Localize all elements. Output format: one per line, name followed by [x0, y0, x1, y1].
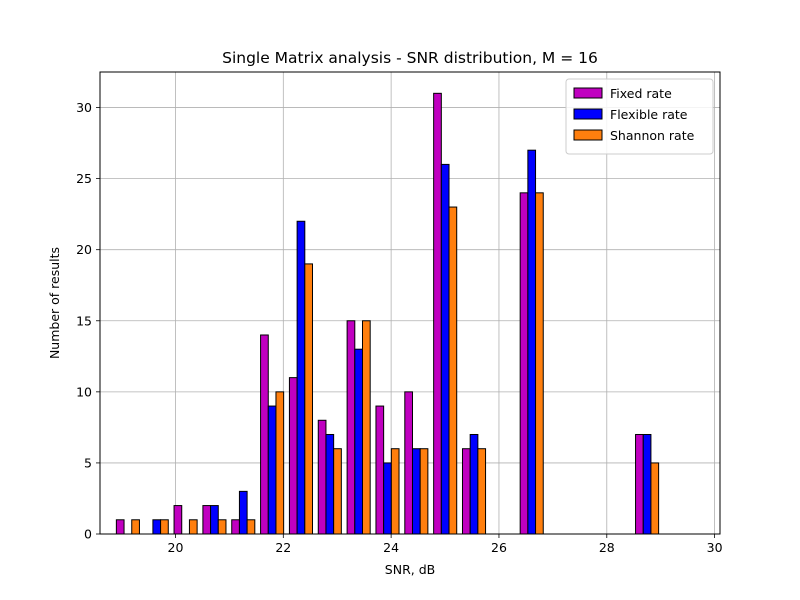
y-tick-label: 15: [76, 313, 92, 328]
bar-flexible-rate: [267, 405, 277, 535]
bar-fixed-rate: [115, 519, 125, 535]
bar-fixed-rate: [260, 334, 269, 535]
y-tick-label: 30: [76, 100, 92, 115]
bar-fixed-rate: [231, 519, 240, 535]
bar-flexible-rate: [152, 519, 162, 535]
bar-flexible-rate: [642, 433, 652, 535]
bar-fixed-rate: [404, 391, 413, 535]
plot-frame: [99, 71, 721, 535]
bar-shannon-rate: [333, 448, 342, 535]
legend-label: Flexible rate: [610, 107, 688, 122]
bar-shannon-rate: [304, 263, 313, 535]
bar-fixed-rate: [173, 505, 183, 535]
bar-shannon-rate: [477, 448, 487, 535]
bar-flexible-rate: [411, 448, 421, 535]
bar-flexible-rate: [325, 433, 335, 535]
x-tick-label: 26: [491, 540, 507, 555]
x-tick-label: 28: [599, 540, 615, 555]
bar-fixed-rate: [635, 433, 644, 535]
bar-flexible-rate: [354, 348, 363, 535]
legend-swatch: [573, 129, 603, 141]
y-tick-label: 10: [76, 384, 92, 399]
bar-fixed-rate: [461, 448, 471, 535]
bar-fixed-rate: [519, 192, 529, 535]
bar-fixed-rate: [202, 505, 212, 535]
bar-fixed-rate: [375, 405, 385, 535]
bar-shannon-rate: [246, 519, 256, 535]
x-tick-label: 20: [168, 540, 184, 555]
x-tick-label: 24: [383, 540, 399, 555]
axis-ticks: 20 22 24 26 28 30 0 5 10 15 20 25 30: [76, 100, 723, 555]
bar-fixed-rate: [346, 320, 356, 535]
y-axis-label: Number of results: [47, 247, 62, 359]
bar-fixed-rate: [433, 92, 442, 535]
bar-fixed-rate: [288, 377, 298, 535]
bar-flexible-rate: [383, 462, 392, 535]
bar-flexible-rate: [469, 433, 479, 535]
x-tick-label: 30: [707, 540, 723, 555]
legend-label: Shannon rate: [610, 128, 695, 143]
legend-box: [565, 78, 714, 155]
bar-shannon-rate: [160, 519, 169, 535]
bar-shannon-rate: [419, 448, 429, 535]
bar-flexible-rate: [210, 505, 219, 535]
chart-title: Single Matrix analysis - SNR distributio…: [222, 49, 598, 67]
bar-shannon-rate: [535, 192, 544, 535]
legend-swatch: [573, 108, 603, 120]
grid-lines: [100, 72, 720, 535]
bar-fixed-rate: [317, 419, 327, 535]
y-tick-label: 5: [84, 455, 92, 470]
bar-shannon-rate: [188, 519, 198, 535]
y-tick-label: 25: [76, 171, 92, 186]
bar-shannon-rate: [390, 448, 400, 535]
y-tick-label: 20: [76, 242, 92, 257]
legend-swatch: [573, 87, 603, 99]
x-tick-label: 22: [275, 540, 291, 555]
legend: Fixed rate Flexible rate Shannon rate: [565, 78, 714, 155]
bar-shannon-rate: [361, 320, 371, 535]
bar-shannon-rate: [217, 519, 227, 535]
bar-flexible-rate: [238, 490, 248, 535]
y-tick-label: 0: [84, 527, 92, 542]
bar-shannon-rate: [275, 391, 285, 535]
bar-shannon-rate: [131, 519, 140, 535]
bar-flexible-rate: [440, 163, 450, 535]
bar-flexible-rate: [296, 220, 306, 535]
bar-shannon-rate: [650, 462, 660, 535]
bar-shannon-rate: [448, 206, 458, 535]
bar-flexible-rate: [527, 149, 537, 535]
x-axis-label: SNR, dB: [385, 562, 435, 577]
bars: [115, 92, 660, 535]
legend-label: Fixed rate: [610, 86, 672, 101]
